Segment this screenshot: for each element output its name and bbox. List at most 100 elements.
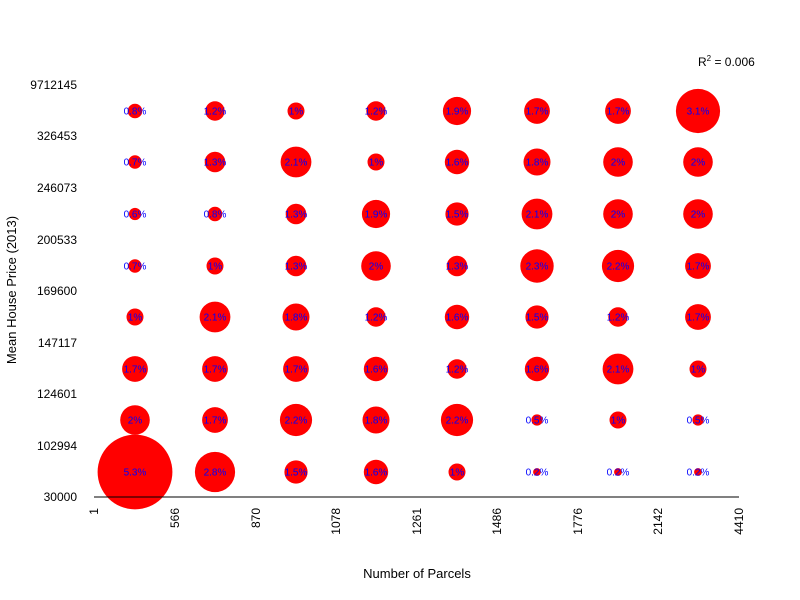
bubble: [206, 257, 224, 275]
bubble-label: 0.2%: [607, 468, 630, 479]
bubble-label: 0.2%: [687, 468, 710, 479]
bubble: [605, 98, 631, 124]
bubble: [279, 403, 313, 437]
bubble: [525, 305, 549, 329]
bubble-label: 0.5%: [526, 416, 549, 427]
bubble-label: 2%: [691, 158, 706, 169]
bubble: [126, 308, 144, 326]
bubble: [361, 199, 391, 229]
bubble: [282, 303, 310, 331]
bubble-label: 1.6%: [446, 158, 469, 169]
bubble-label: 2.1%: [204, 313, 227, 324]
bubble-label: 1.2%: [204, 107, 227, 118]
y-tick-label: 246073: [37, 181, 77, 195]
bubble: [202, 356, 228, 382]
bubble: [442, 96, 472, 126]
bubble: [444, 149, 470, 175]
bubble-label: 2.1%: [607, 365, 630, 376]
bubble: [363, 356, 389, 382]
bubble-label: 0.5%: [687, 416, 710, 427]
y-tick-labels: 30000 102994 124601 147117 169600 200533 24607…: [30, 78, 77, 504]
bubble: [366, 101, 386, 121]
bubble: [524, 356, 550, 382]
bubble-label: 2.8%: [204, 468, 227, 479]
bubble-label: 2.1%: [285, 158, 308, 169]
bubble: [128, 259, 142, 273]
bubble: [446, 255, 468, 277]
bubble-label: 1.2%: [446, 365, 469, 376]
x-tick-labels: 1 566 870 1078 1261 1486 1776 2142 4410: [87, 508, 746, 535]
bubble: [689, 360, 707, 378]
bubble: [285, 203, 307, 225]
bubble: [367, 153, 385, 171]
bubble: [204, 151, 226, 173]
y-tick-label: 102994: [37, 439, 77, 453]
bubble: [531, 414, 543, 426]
bubble: [533, 468, 541, 476]
bubble: [685, 253, 711, 279]
bubble: [128, 155, 142, 169]
bubble: [608, 307, 628, 327]
x-tick-label: 566: [168, 508, 182, 528]
bubble: [440, 403, 474, 437]
x-tick-label: 4410: [732, 508, 746, 535]
bubble-label: 2.2%: [446, 416, 469, 427]
bubble-label: 1.8%: [526, 158, 549, 169]
bubble: [287, 102, 305, 120]
bubble: [363, 459, 389, 485]
bubble: [283, 356, 309, 382]
bubble: [207, 206, 223, 222]
bubble: [205, 101, 225, 121]
bubble-label: 1.7%: [687, 313, 710, 324]
bubble-label: 2%: [691, 210, 706, 221]
bubble-label: 2%: [128, 416, 143, 427]
bubble-layer: [97, 88, 721, 510]
bubble-label: 0.8%: [124, 107, 147, 118]
bubble-label: 1.8%: [285, 313, 308, 324]
bubble-label: 2.1%: [526, 210, 549, 221]
bubble: [285, 255, 307, 277]
bubble-label: 1%: [450, 468, 465, 479]
y-axis-title: Mean House Price (2013): [4, 216, 19, 364]
bubble-label: 1.2%: [365, 107, 388, 118]
x-tick-label: 1078: [329, 508, 343, 535]
bubble-label: 1.3%: [446, 262, 469, 273]
x-tick-label: 1486: [490, 508, 504, 535]
x-tick-label: 1776: [571, 508, 585, 535]
bubble-label: 1.9%: [446, 107, 469, 118]
bubble-label: 1.3%: [285, 210, 308, 221]
bubble: [199, 301, 231, 333]
bubble-label: 1.7%: [687, 262, 710, 273]
bubble-label: 5.3%: [124, 468, 147, 479]
bubble-label: 1.7%: [204, 416, 227, 427]
bubble-label: 1.3%: [204, 158, 227, 169]
bubble: [445, 202, 469, 226]
bubble: [694, 468, 702, 476]
bubble: [202, 407, 228, 433]
bubble: [683, 147, 713, 177]
r2-superscript: 2: [707, 54, 712, 63]
bubble: [444, 304, 470, 330]
bubble: [284, 460, 308, 484]
x-tick-label: 870: [249, 508, 263, 528]
bubble: [602, 353, 634, 385]
bubble-label: 1.7%: [526, 107, 549, 118]
y-tick-label: 169600: [37, 284, 77, 298]
bubble-label: 1.9%: [365, 210, 388, 221]
bubble-label: 0.2%: [526, 468, 549, 479]
bubble: [97, 434, 173, 510]
bubble-label: 1%: [208, 262, 223, 273]
bubble-label: 2.3%: [526, 262, 549, 273]
bubble: [366, 307, 386, 327]
bubble: [692, 414, 704, 426]
x-axis-title: Number of Parcels: [363, 566, 471, 581]
bubble-label: 1.3%: [285, 262, 308, 273]
bubble-label: 0.7%: [124, 262, 147, 273]
bubble-label-layer: 5.3% 2.8% 1.5% 1.6% 1% 0.2% 0.2% 0.2% 2% 1.7% 2.2%…: [124, 107, 710, 479]
bubble-label: 1.5%: [446, 210, 469, 221]
bubble: [520, 249, 554, 283]
bubble-label: 2.2%: [285, 416, 308, 427]
bubble: [447, 359, 467, 379]
bubble: [603, 147, 633, 177]
